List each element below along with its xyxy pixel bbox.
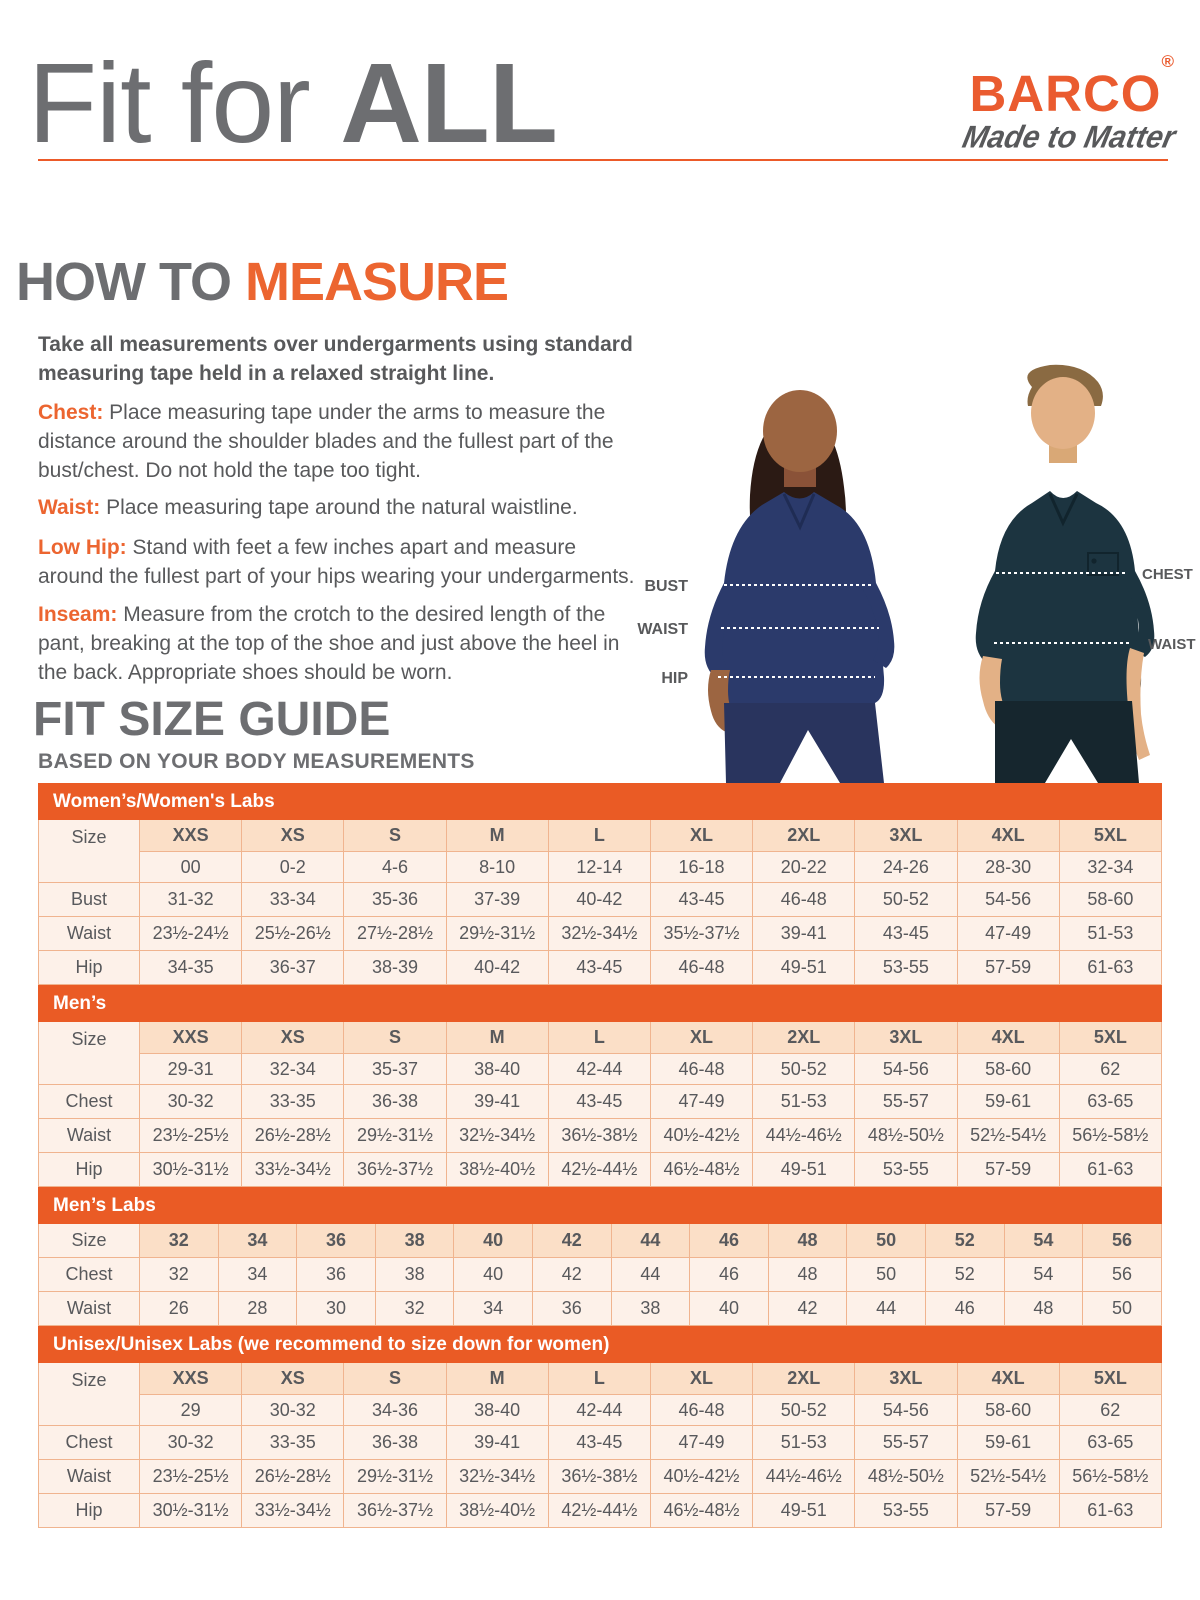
svg-text:HIP: HIP: [661, 670, 688, 687]
svg-text:WAIST: WAIST: [1148, 636, 1196, 653]
svg-text:CHEST: CHEST: [1142, 566, 1193, 583]
svg-text:WAIST: WAIST: [637, 621, 688, 638]
svg-text:BUST: BUST: [644, 578, 688, 595]
